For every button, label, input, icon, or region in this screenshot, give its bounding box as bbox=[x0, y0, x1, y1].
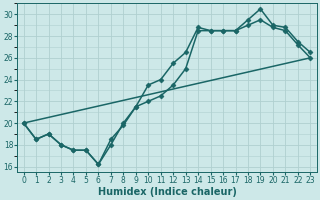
X-axis label: Humidex (Indice chaleur): Humidex (Indice chaleur) bbox=[98, 187, 236, 197]
